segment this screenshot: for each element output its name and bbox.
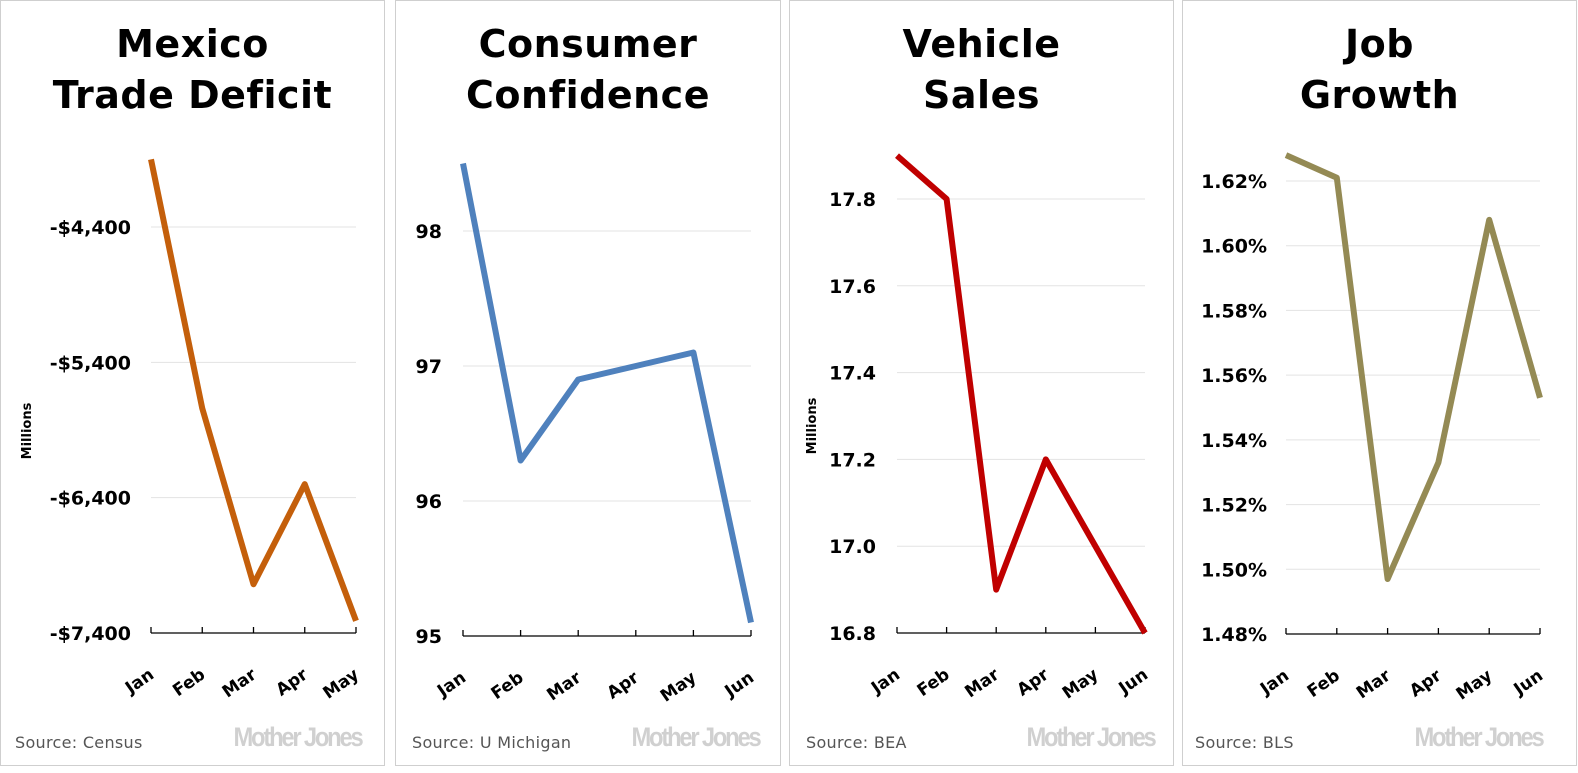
y-tick-label: 1.60%	[1201, 236, 1267, 258]
x-tick-label: Feb	[1304, 666, 1344, 702]
x-tick-label: Apr	[1406, 665, 1446, 701]
chart-title-line: Growth	[1299, 73, 1460, 117]
mother-jones-logo: Mother Jones	[631, 722, 762, 752]
y-tick-label: -$5,400	[50, 352, 131, 374]
line-chart: 1.48% 1.50% 1.52% 1.54% 1.56% 1.58% 1.60% 1.62%…	[1201, 152, 1547, 705]
x-tick-label: Apr	[1014, 664, 1054, 700]
y-tick-label: -$6,400	[50, 488, 131, 510]
mother-jones-logo: Mother Jones	[1026, 722, 1157, 752]
y-tick-label: 17.2	[829, 449, 876, 471]
x-tick-label: Jun	[1510, 666, 1547, 700]
chart-panel-vehicle-sales: Vehicle Sales 16.8 17.0 17.2 17.4 17.6 17.8 Mi…	[789, 0, 1174, 766]
line-chart: 95 96 97 98 Jan Feb Mar Apr May Jun	[416, 162, 758, 707]
y-tick-label: 17.4	[829, 363, 876, 385]
source-note: Source: Census	[15, 733, 143, 752]
chart-title-line: Sales	[923, 73, 1040, 117]
x-tick-label: Mar	[1353, 665, 1395, 703]
chart-title-line: Vehicle	[902, 22, 1061, 66]
x-tick-label: May	[319, 665, 362, 704]
y-tick-label: 1.56%	[1201, 365, 1267, 387]
y-tick-label: 1.54%	[1201, 430, 1267, 452]
series-line	[1284, 152, 1543, 582]
chart-panel-job-growth: Job Growth 1.48% 1.50% 1.52% 1.54% 1.56% 1.58…	[1182, 0, 1577, 766]
y-tick-label: 1.58%	[1201, 300, 1267, 322]
source-note: Source: BLS	[1195, 733, 1294, 752]
x-tick-label: Jan	[121, 665, 158, 699]
chart-title-line: Consumer	[478, 22, 698, 66]
series-line	[148, 158, 359, 622]
chart-title-line: Job	[1345, 22, 1414, 66]
chart-title: Job Growth	[1183, 19, 1576, 121]
y-tick-label: 1.50%	[1201, 559, 1267, 581]
y-tick-label: 1.62%	[1201, 171, 1267, 193]
y-tick-label: 95	[416, 626, 442, 648]
chart-panel-trade-deficit: Mexico Trade Deficit -$7,400 -$6,400 -$5,4…	[0, 0, 385, 766]
y-tick-label: 16.8	[829, 623, 876, 645]
chart-title-line: Confidence	[466, 73, 710, 117]
chart-title-line: Trade Deficit	[52, 73, 333, 117]
x-tick-label: Feb	[169, 665, 209, 701]
y-tick-label: 17.8	[829, 189, 876, 211]
y-tick-label: 17.0	[829, 536, 876, 558]
chart-title-line: Mexico	[116, 22, 269, 66]
x-tick-label: Jun	[721, 668, 758, 702]
x-tick-label: Jun	[1115, 665, 1152, 699]
x-tick-label: May	[1059, 665, 1102, 704]
x-tick-label: Apr	[604, 667, 644, 703]
y-axis-title: Millions	[805, 397, 820, 454]
chart-title: Consumer Confidence	[396, 19, 780, 121]
chart-title: Vehicle Sales	[790, 19, 1173, 121]
x-tick-label: May	[657, 668, 700, 707]
y-tick-label: 96	[416, 491, 442, 513]
x-tick-label: Feb	[914, 665, 954, 701]
line-chart: -$7,400 -$6,400 -$5,400 -$4,400 Millions Jan F…	[20, 158, 363, 704]
y-tick-label: 17.6	[829, 276, 876, 298]
y-tick-label: -$7,400	[50, 623, 131, 645]
chart-title: Mexico Trade Deficit	[1, 19, 384, 121]
y-tick-label: 1.52%	[1201, 495, 1267, 517]
x-tick-label: Jan	[433, 668, 470, 702]
mother-jones-logo: Mother Jones	[233, 722, 364, 752]
series-line	[460, 162, 754, 624]
x-tick-label: Jan	[867, 665, 904, 699]
source-note: Source: BEA	[806, 733, 907, 752]
x-tick-label: Feb	[488, 668, 528, 704]
x-tick-label: May	[1453, 666, 1496, 705]
y-tick-label: 97	[416, 356, 442, 378]
series-line	[895, 153, 1148, 635]
x-tick-label: Mar	[219, 664, 261, 702]
mother-jones-logo: Mother Jones	[1414, 722, 1545, 752]
y-tick-label: -$4,400	[50, 217, 131, 239]
x-tick-label: Mar	[961, 664, 1003, 702]
x-tick-label: Jan	[1256, 666, 1293, 700]
y-tick-label: 1.48%	[1201, 624, 1267, 646]
chart-panel-consumer-confidence: Consumer Confidence 95 96 97 98 Jan Feb Mar Apr…	[395, 0, 781, 766]
x-tick-label: Apr	[273, 664, 313, 700]
y-axis-title: Millions	[20, 402, 35, 459]
y-tick-label: 98	[416, 221, 442, 243]
source-note: Source: U Michigan	[412, 733, 572, 752]
x-tick-label: Mar	[543, 667, 585, 705]
